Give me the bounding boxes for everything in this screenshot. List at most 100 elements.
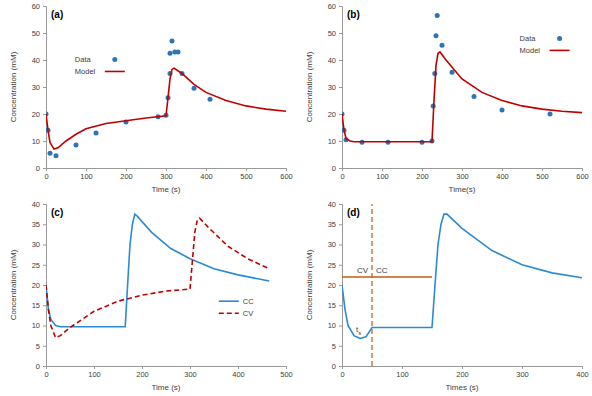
x-tick: 100 xyxy=(88,366,101,379)
y-tick-label: 10 xyxy=(32,137,40,146)
y-axis-title: Concentration (mM) xyxy=(305,249,314,320)
x-tick-label: 300 xyxy=(456,172,469,181)
reference-line-vertical xyxy=(371,204,372,366)
legend-symbol xyxy=(105,71,125,73)
y-tick-label: 10 xyxy=(328,321,336,330)
y-tick-mark xyxy=(339,265,342,266)
y-tick-label: 25 xyxy=(32,261,40,270)
data-point xyxy=(94,130,99,135)
x-tick: 200 xyxy=(456,366,469,379)
x-tick: 0 xyxy=(44,168,48,181)
x-tick: 0 xyxy=(340,366,344,379)
y-tick: 20 xyxy=(32,281,46,290)
y-tick-label: 40 xyxy=(328,200,336,209)
data-line xyxy=(46,68,286,149)
y-tick-mark xyxy=(43,224,46,225)
x-tick-label: 0 xyxy=(44,370,48,379)
y-tick-label: 30 xyxy=(32,83,40,92)
y-tick: 0 xyxy=(332,164,342,173)
data-point xyxy=(170,39,175,44)
y-axis-title: Concentration (mM) xyxy=(9,249,18,320)
x-tick-label: 300 xyxy=(516,370,529,379)
plot-area xyxy=(342,13,582,145)
x-tick-mark xyxy=(238,366,239,369)
panel-label: (a) xyxy=(51,9,63,20)
x-axis-line xyxy=(343,169,583,172)
y-tick: 5 xyxy=(36,342,46,351)
reference-line-label: ts xyxy=(356,325,361,336)
y-tick-label: 40 xyxy=(32,200,40,209)
panel-label: (b) xyxy=(347,9,360,20)
x-tick-mark xyxy=(522,366,523,369)
y-tick-mark xyxy=(43,87,46,88)
data-point xyxy=(500,107,505,112)
y-tick: 60 xyxy=(32,2,46,11)
plot-area xyxy=(46,39,286,159)
data-points xyxy=(342,13,553,145)
x-tick: 200 xyxy=(136,366,149,379)
y-tick-label: 5 xyxy=(332,342,336,351)
y-tick-mark xyxy=(43,33,46,34)
y-tick-label: 35 xyxy=(328,220,336,229)
y-tick-label: 60 xyxy=(32,2,40,11)
y-tick-mark xyxy=(43,245,46,246)
x-tick-label: 500 xyxy=(280,370,293,379)
y-tick: 25 xyxy=(32,261,46,270)
x-tick-mark xyxy=(462,168,463,171)
legend-symbol xyxy=(219,300,239,302)
x-tick: 100 xyxy=(376,168,389,181)
y-tick-label: 25 xyxy=(328,261,336,270)
x-tick: 400 xyxy=(232,366,245,379)
y-tick-label: 20 xyxy=(328,110,336,119)
y-tick: 30 xyxy=(32,240,46,249)
x-tick-label: 400 xyxy=(576,370,589,379)
y-axis-line xyxy=(339,205,343,367)
y-tick-label: 35 xyxy=(32,220,40,229)
x-tick-mark xyxy=(126,168,127,171)
x-tick-label: 400 xyxy=(200,172,213,181)
y-tick-mark xyxy=(339,87,342,88)
y-axis-title: Concentration (mM) xyxy=(305,51,314,122)
data-point xyxy=(434,33,439,38)
legend: CCCV xyxy=(219,297,254,318)
x-tick: 500 xyxy=(280,366,293,379)
y-tick-mark xyxy=(43,326,46,327)
x-tick-mark xyxy=(286,168,287,171)
y-tick-mark xyxy=(43,168,46,169)
y-tick: 15 xyxy=(328,301,342,310)
y-tick-label: 50 xyxy=(328,29,336,38)
y-tick: 20 xyxy=(328,110,342,119)
y-tick: 30 xyxy=(32,83,46,92)
x-tick: 500 xyxy=(240,168,253,181)
x-tick-label: 100 xyxy=(396,370,409,379)
chart-figure: 01002003004005006000102030405060Time (s)… xyxy=(0,0,592,396)
x-tick-label: 0 xyxy=(44,172,48,181)
y-tick-mark xyxy=(43,6,46,7)
y-tick-mark xyxy=(339,204,342,205)
label-subscript: s xyxy=(358,330,361,336)
data-point xyxy=(168,51,173,56)
legend-entry: CV xyxy=(219,309,253,318)
legend-entry: Data xyxy=(75,55,118,64)
y-tick-mark xyxy=(339,285,342,286)
plot-area xyxy=(46,214,269,338)
y-tick-mark xyxy=(43,285,46,286)
y-tick-label: 20 xyxy=(32,281,40,290)
x-tick-label: 100 xyxy=(376,172,389,181)
y-axis-line xyxy=(43,205,47,367)
y-tick-label: 0 xyxy=(36,164,40,173)
y-axis-line xyxy=(339,7,343,169)
legend: DataModel xyxy=(520,34,570,55)
y-tick: 60 xyxy=(328,2,342,11)
x-tick-mark xyxy=(142,366,143,369)
y-tick-label: 5 xyxy=(36,342,40,351)
y-tick-mark xyxy=(43,114,46,115)
data-point xyxy=(440,43,445,48)
data-point xyxy=(74,143,79,148)
y-tick-label: 40 xyxy=(32,56,40,65)
legend-label: Model xyxy=(75,67,96,76)
x-tick: 300 xyxy=(456,168,469,181)
region-label: CV xyxy=(357,266,369,275)
y-tick: 20 xyxy=(32,110,46,119)
legend-label: Data xyxy=(75,55,92,64)
